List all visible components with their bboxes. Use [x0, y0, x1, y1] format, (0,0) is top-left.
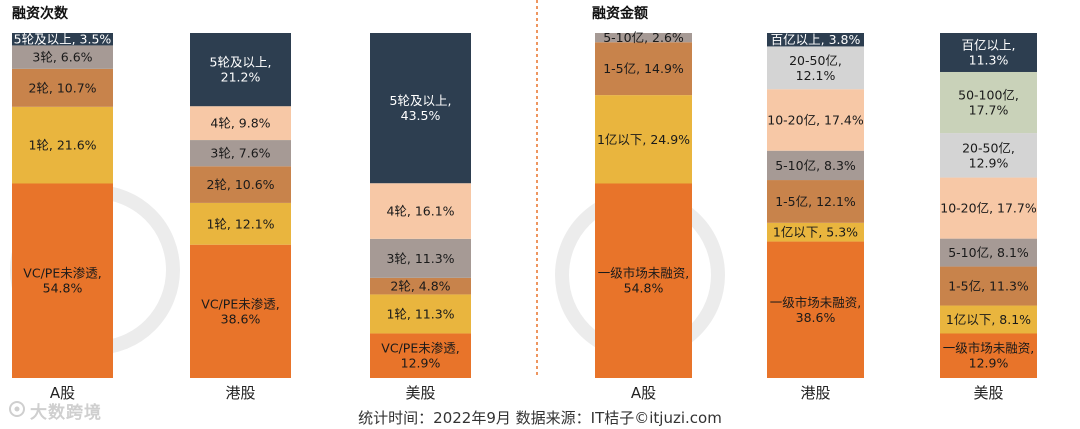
data-label: VC/PE未渗透, 12.9%	[381, 341, 459, 371]
bar-segment-1轮	[190, 202, 291, 245]
bar-segment-VC/PE未渗透	[12, 183, 113, 378]
data-label: 3轮, 11.3%	[386, 251, 454, 266]
data-label: 1-5亿, 12.1%	[775, 194, 856, 209]
bar-segment-VC/PE未渗透	[370, 333, 471, 378]
data-label: 3轮, 6.6%	[32, 50, 92, 65]
data-label: 20-50亿, 12.9%	[962, 140, 1015, 170]
data-label: 20-50亿, 12.1%	[789, 53, 842, 83]
chart-canvas: 融资次数 VC/PE未渗透, 54.8% 1轮, 21.6% 2轮, 10.7% 3轮, …	[10, 0, 1037, 400]
bar-segment-2轮	[370, 277, 471, 295]
bar-segment-一级市场未融资	[595, 183, 692, 378]
data-label: 3轮, 7.6%	[210, 146, 270, 161]
data-label: 5-10亿, 8.1%	[948, 245, 1029, 260]
bar-segment-1亿以下	[595, 95, 692, 184]
bar-segment-20-50亿	[940, 133, 1037, 178]
stacked-bar-A股: 一级市场未融资, 54.8% 1亿以下, 24.9% 1-5亿, 14.9% 5-10亿…	[595, 30, 692, 378]
stacked-bar-港股: 一级市场未融资, 38.6% 1亿以下, 5.3% 1-5亿, 12.1% 5-10亿,…	[767, 32, 864, 378]
bar-segment-3轮	[190, 140, 291, 167]
bar-segment-5轮及以上	[190, 33, 291, 107]
bar-segment-10-20亿	[767, 89, 864, 151]
data-label: 2轮, 10.6%	[206, 177, 274, 192]
bar-segment-5-10亿	[940, 238, 1037, 267]
data-label: 百亿以上, 3.8%	[771, 32, 861, 47]
bar-segment-5-10亿	[595, 33, 692, 43]
stacked-bar-美股: 一级市场未融资, 12.9% 1亿以下, 8.1% 1-5亿, 11.3% 5-10亿,…	[940, 33, 1037, 378]
bar-segment-5轮及以上	[12, 33, 113, 46]
bar-segment-50-100亿	[940, 71, 1037, 134]
bar-segment-5轮及以上	[370, 33, 471, 184]
data-label: 1-5亿, 11.3%	[948, 279, 1029, 294]
bar-segment-2轮	[12, 68, 113, 107]
bar-segment-2轮	[190, 166, 291, 203]
chart-footer-source: 统计时间：2022年9月 数据来源：IT桔子©itjuzi.com	[358, 409, 722, 427]
chart-title: 融资金额	[592, 5, 648, 22]
brand-watermark: 大数跨境	[30, 403, 102, 423]
data-label: 1亿以下, 24.9%	[597, 132, 690, 147]
bar-segment-3轮	[370, 238, 471, 278]
data-label: 1轮, 12.1%	[206, 216, 274, 231]
data-label: 5-10亿, 8.3%	[775, 158, 856, 173]
data-label: 10-20亿, 17.4%	[767, 112, 864, 127]
chart-title: 融资次数	[12, 5, 69, 22]
stacked-bar-美股: VC/PE未渗透, 12.9% 1轮, 11.3% 2轮, 4.8% 3轮, 11.3%…	[370, 33, 471, 378]
bar-segment-百亿以上	[940, 33, 1037, 72]
bar-segment-一级市场未融资	[767, 241, 864, 378]
category-label: 港股	[225, 384, 255, 400]
chart-panels: 融资次数 VC/PE未渗透, 54.8% 1轮, 21.6% 2轮, 10.7% 3轮, …	[12, 5, 1037, 400]
bar-segment-一级市场未融资	[940, 333, 1037, 378]
bar-segment-1-5亿	[767, 180, 864, 223]
data-label: 1亿以下, 5.3%	[773, 225, 858, 240]
data-label: 一级市场未融资, 12.9%	[943, 341, 1034, 371]
data-label: 1亿以下, 8.1%	[946, 312, 1031, 327]
category-label: A股	[631, 384, 656, 400]
data-label: 百亿以上, 11.3%	[962, 37, 1016, 67]
brand-logo-icon	[9, 401, 25, 417]
data-label: VC/PE未渗透, 54.8%	[23, 266, 101, 296]
bar-segment-4轮	[190, 106, 291, 141]
bar-segment-1亿以下	[767, 222, 864, 242]
data-label: 5轮及以上, 21.2%	[210, 55, 272, 85]
category-label: A股	[50, 384, 75, 400]
data-label: 10-20亿, 17.7%	[940, 201, 1037, 216]
data-label: 5轮及以上, 3.5%	[14, 32, 112, 47]
bar-segment-20-50亿	[767, 46, 864, 90]
bar-segment-3轮	[12, 45, 113, 69]
bar-segment-1亿以下	[940, 305, 1037, 334]
data-label: 5-10亿, 2.6%	[603, 30, 684, 45]
bar-segment-1轮	[370, 294, 471, 334]
bar-segment-10-20亿	[940, 177, 1037, 239]
bar-segment-1-5亿	[595, 42, 692, 96]
data-label: 一级市场未融资, 38.6%	[770, 295, 861, 325]
data-label: 5轮及以上, 43.5%	[390, 93, 452, 123]
data-label: 4轮, 9.8%	[210, 116, 270, 131]
stacked-bar-A股: VC/PE未渗透, 54.8% 1轮, 21.6% 2轮, 10.7% 3轮, 6.6%…	[12, 32, 113, 378]
category-label: 美股	[405, 384, 435, 400]
category-label: 港股	[800, 384, 830, 400]
bar-segment-1-5亿	[940, 266, 1037, 306]
data-label: 1轮, 11.3%	[386, 306, 454, 321]
data-label: 一级市场未融资, 54.8%	[598, 266, 689, 296]
data-label: 50-100亿, 17.7%	[958, 88, 1019, 118]
bar-segment-VC/PE未渗透	[190, 244, 291, 378]
data-label: 1轮, 21.6%	[28, 138, 96, 153]
chart-panel-1: 融资次数 VC/PE未渗透, 54.8% 1轮, 21.6% 2轮, 10.7% 3轮, …	[12, 5, 471, 400]
data-label: 2轮, 10.7%	[28, 80, 96, 95]
category-label: 美股	[973, 384, 1003, 400]
bar-segment-1轮	[12, 106, 113, 184]
data-label: 1-5亿, 14.9%	[603, 61, 684, 76]
data-label: 4轮, 16.1%	[386, 204, 454, 219]
stacked-bar-港股: VC/PE未渗透, 38.6% 1轮, 12.1% 2轮, 10.6% 3轮, 7.6%…	[190, 33, 291, 378]
bar-segment-百亿以上	[767, 33, 864, 47]
data-label: 2轮, 4.8%	[390, 279, 450, 294]
bar-segment-5-10亿	[767, 150, 864, 181]
bar-segment-4轮	[370, 183, 471, 239]
data-label: VC/PE未渗透, 38.6%	[201, 296, 279, 326]
